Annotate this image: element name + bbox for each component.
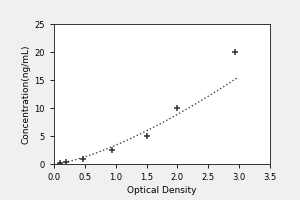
Y-axis label: Concentration(ng/mL): Concentration(ng/mL) [21,44,30,144]
X-axis label: Optical Density: Optical Density [127,186,197,195]
